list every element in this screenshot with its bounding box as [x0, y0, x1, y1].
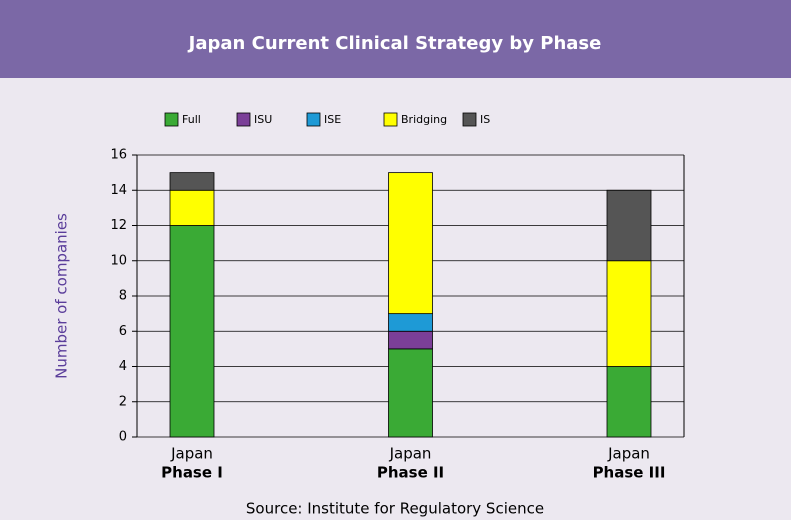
- y-tick-label: 4: [119, 359, 127, 374]
- header-band: [0, 0, 791, 78]
- y-tick-label: 16: [110, 148, 127, 163]
- bar-segment: [388, 330, 433, 350]
- y-tick-label: 6: [119, 324, 127, 339]
- x-tick-sublabel: Phase III: [593, 464, 666, 482]
- legend-swatch: [306, 112, 321, 127]
- bar-segment: [388, 172, 433, 315]
- legend-label: Bridging: [401, 113, 447, 126]
- bar-segment: [388, 348, 433, 438]
- legend-swatch: [236, 112, 251, 127]
- legend-swatch: [383, 112, 398, 127]
- y-axis-label: Number of companies: [53, 213, 71, 379]
- bar-segment: [606, 366, 652, 438]
- legend-label: IS: [480, 113, 490, 126]
- x-tick-sublabel: Phase I: [161, 464, 223, 482]
- bar-segment: [169, 189, 215, 226]
- legend-label: Full: [182, 113, 201, 126]
- bar-segment: [388, 313, 433, 332]
- y-tick-label: 8: [119, 289, 127, 304]
- bar-segment: [169, 172, 215, 191]
- bar-segment: [606, 260, 652, 367]
- x-tick-label: Japan: [170, 445, 213, 463]
- y-tick-label: 14: [110, 183, 127, 198]
- source: Source: Institute for Regulatory Science: [246, 500, 544, 518]
- y-tick-label: 12: [110, 218, 127, 233]
- x-tick-label: Japan: [607, 445, 650, 463]
- y-tick-label: 2: [119, 394, 127, 409]
- legend-swatch: [462, 112, 477, 127]
- x-tick-sublabel: Phase II: [377, 464, 444, 482]
- legend-label: ISU: [254, 113, 272, 126]
- legend-label: ISE: [324, 113, 341, 126]
- bar-segment: [169, 225, 215, 438]
- y-tick-label: 10: [110, 253, 127, 268]
- legend-swatch: [164, 112, 179, 127]
- chart-title: Japan Current Clinical Strategy by Phase: [187, 33, 602, 54]
- y-tick-label: 0: [119, 430, 127, 445]
- bar-segment: [606, 189, 652, 262]
- x-tick-label: Japan: [389, 445, 432, 463]
